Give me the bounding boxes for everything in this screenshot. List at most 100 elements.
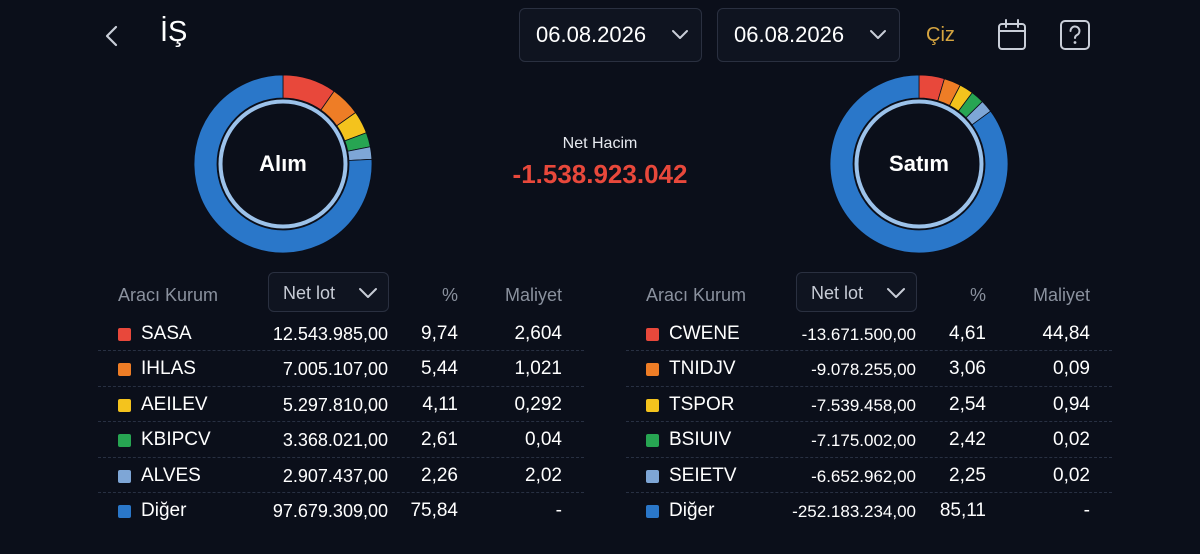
table-row[interactable]: TSPOR -7.539.458,00 2,54 0,94 <box>626 387 1112 423</box>
row-name: BSIUIV <box>669 429 732 451</box>
col-cost-label: Maliyet <box>1032 285 1090 305</box>
row-percent: 2,26 <box>421 464 458 486</box>
sell-metric-select[interactable]: Net lot <box>796 272 917 312</box>
chevron-down-icon <box>887 288 905 298</box>
table-row[interactable]: SASA 12.543.985,00 9,74 2,604 <box>98 316 584 352</box>
color-swatch <box>118 504 131 518</box>
row-net-lot: 5.297.810,00 <box>282 394 388 415</box>
row-cost: 0,04 <box>525 429 562 451</box>
row-net-lot: -252.183.234,00 <box>792 501 916 521</box>
color-swatch <box>118 363 131 377</box>
col-percent-label: % <box>441 285 458 305</box>
row-name: SASA <box>141 323 192 344</box>
buy-table: Aracı Kurum Net lot % Maliyet SASA 12.543… <box>98 272 584 528</box>
table-row[interactable]: AEILEV 5.297.810,00 4,11 0,292 <box>98 387 584 423</box>
row-name: Diğer <box>669 499 715 521</box>
row-percent: 75,84 <box>410 499 458 521</box>
table-row[interactable]: ALVES 2.907.437,00 2,26 2,02 <box>98 458 584 493</box>
col-percent-label: % <box>969 285 986 305</box>
row-percent: 2,25 <box>949 464 986 486</box>
row-cost: 2,604 <box>514 323 562 344</box>
sell-table-rows: CWENE -13.671.500,00 4,61 44,84 TNIDJV -9.078… <box>626 316 1112 528</box>
row-percent: 3,06 <box>949 358 986 380</box>
row-net-lot: 97.679.309,00 <box>272 500 388 521</box>
row-percent: 5,44 <box>421 358 458 380</box>
row-cost: 0,02 <box>1053 464 1090 486</box>
buy-center <box>223 104 343 224</box>
row-percent: 9,74 <box>421 323 458 344</box>
row-cost: 44,84 <box>1042 323 1090 344</box>
row-percent: 2,61 <box>421 429 458 451</box>
buy-slice-diğer <box>193 74 373 254</box>
buy-inner-ring <box>218 99 348 229</box>
row-net-lot: -6.652.962,00 <box>811 466 916 486</box>
help-button[interactable] <box>1059 19 1091 51</box>
row-name: TSPOR <box>669 393 735 415</box>
row-cost: 0,94 <box>1053 393 1090 415</box>
row-name: Diğer <box>141 499 187 521</box>
sell-table: Aracı Kurum Net lot % Maliyet CWENE -13.6… <box>626 272 1112 528</box>
sell-table-header: Aracı Kurum Net lot % Maliyet <box>626 272 1112 316</box>
page-title: İŞ <box>160 16 188 48</box>
row-net-lot: -13.671.500,00 <box>801 325 916 344</box>
color-swatch <box>646 398 659 412</box>
net-volume: Net Hacim -1.538.923.042 <box>450 135 750 190</box>
table-row[interactable]: SEIETV -6.652.962,00 2,25 0,02 <box>626 458 1112 493</box>
row-net-lot: -7.539.458,00 <box>811 395 916 415</box>
table-row[interactable]: Diğer -252.183.234,00 85,11 - <box>626 493 1112 528</box>
table-row[interactable]: IHLAS 7.005.107,00 5,44 1,021 <box>98 351 584 387</box>
chevron-down-icon <box>870 30 886 39</box>
start-date-value: 06.08.2026 <box>536 22 647 47</box>
row-net-lot: -7.175.002,00 <box>811 431 916 451</box>
color-swatch <box>646 363 659 377</box>
col-broker-label: Aracı Kurum <box>118 285 219 305</box>
col-broker-label: Aracı Kurum <box>646 285 747 305</box>
end-date-value: 06.08.2026 <box>734 22 845 47</box>
color-swatch <box>646 328 659 341</box>
table-row[interactable]: BSIUIV -7.175.002,00 2,42 0,02 <box>626 422 1112 458</box>
color-swatch <box>646 469 659 483</box>
draw-button[interactable]: Çiz <box>926 24 955 46</box>
row-percent: 4,11 <box>422 393 458 415</box>
table-row[interactable]: TNIDJV -9.078.255,00 3,06 0,09 <box>626 351 1112 387</box>
color-swatch <box>646 434 659 448</box>
row-cost: 0,292 <box>514 393 562 415</box>
row-name: ALVES <box>141 464 201 486</box>
col-cost-label: Maliyet <box>504 285 562 305</box>
row-net-lot: 7.005.107,00 <box>282 359 388 380</box>
help-icon <box>1060 20 1090 50</box>
row-cost: - <box>555 499 562 521</box>
chevron-down-icon <box>672 30 688 39</box>
row-percent: 85,11 <box>939 499 986 521</box>
color-swatch <box>118 469 131 483</box>
color-swatch <box>118 328 131 341</box>
sell-donut-chart: Satım <box>828 73 1010 255</box>
start-date-select[interactable]: 06.08.2026 <box>519 8 702 62</box>
row-percent: 4,61 <box>949 323 986 344</box>
row-name: AEILEV <box>141 393 208 415</box>
back-button[interactable] <box>96 18 128 54</box>
color-swatch <box>118 398 131 412</box>
sell-slice-diğer <box>829 74 1009 254</box>
end-date-select[interactable]: 06.08.2026 <box>717 8 900 62</box>
net-volume-value: -1.538.923.042 <box>512 159 688 189</box>
calendar-button[interactable] <box>996 18 1028 52</box>
table-row[interactable]: KBIPCV 3.368.021,00 2,61 0,04 <box>98 422 584 458</box>
sell-donut-label: Satım <box>889 151 949 176</box>
top-bar: İŞ 06.08.2026 06.08.2026 Çiz <box>0 0 1200 72</box>
row-name: TNIDJV <box>669 358 736 380</box>
table-row[interactable]: CWENE -13.671.500,00 4,61 44,84 <box>626 316 1112 352</box>
row-name: IHLAS <box>141 358 196 380</box>
row-name: KBIPCV <box>141 429 211 451</box>
color-swatch <box>118 434 131 448</box>
row-cost: - <box>1083 499 1090 521</box>
sell-inner-ring <box>854 99 984 229</box>
row-net-lot: 2.907.437,00 <box>282 465 388 486</box>
table-row[interactable]: Diğer 97.679.309,00 75,84 - <box>98 493 584 528</box>
row-cost: 0,02 <box>1053 429 1090 451</box>
buy-metric-select[interactable]: Net lot <box>268 272 389 312</box>
chevron-left-icon <box>105 25 118 47</box>
net-volume-label: Net Hacim <box>562 135 638 152</box>
row-cost: 0,09 <box>1053 358 1090 380</box>
buy-donut-chart: Alım <box>192 73 374 255</box>
